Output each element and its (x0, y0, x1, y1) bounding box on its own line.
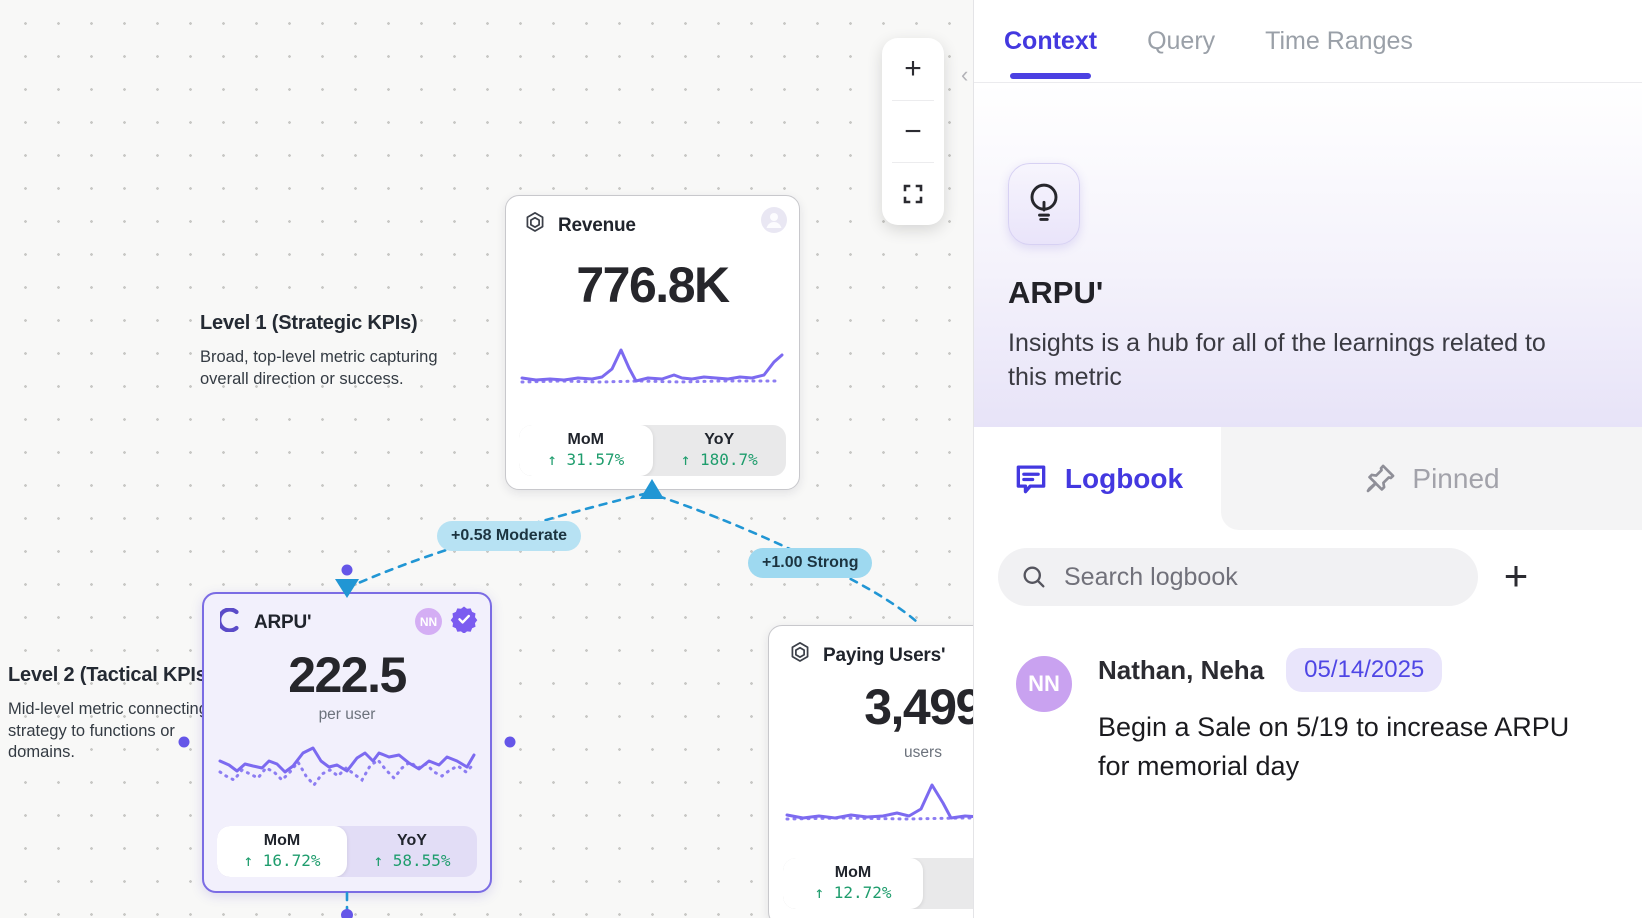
mom-value: ↑ 16.72% (243, 851, 321, 870)
metric-value: 776.8K (576, 257, 730, 313)
sparkline-chart (785, 783, 973, 821)
metric-context-header: ARPU' Insights is a hub for all of the l… (974, 83, 1642, 427)
search-logbook-input[interactable] (1064, 562, 1456, 592)
level2-annotation: Level 2 (Tactical KPIs) Mid-level metric… (8, 664, 220, 764)
mom-toggle[interactable]: MoM ↑ 31.57% (519, 425, 653, 476)
metric-unit: users (904, 744, 942, 761)
lightbulb-icon (1030, 183, 1058, 221)
tab-context[interactable]: Context (1004, 0, 1097, 82)
card-title: Paying Users' (823, 644, 946, 666)
logbook-toolbar: + (974, 530, 1642, 626)
tab-query[interactable]: Query (1147, 26, 1216, 55)
card-title: ARPU' (254, 611, 312, 633)
mom-toggle[interactable]: MoM ↑ 12.72% (783, 858, 923, 909)
verified-badge-icon (450, 605, 478, 638)
entry-avatar: NN (1016, 656, 1072, 712)
insight-icon-box (1008, 163, 1080, 245)
tab-pinned-label: Pinned (1412, 462, 1500, 494)
logbook-pinned-tabs: Logbook Pinned (974, 427, 1642, 530)
divider (892, 162, 934, 164)
mom-value: ↑ 12.72% (814, 883, 892, 902)
tab-logbook-label: Logbook (1064, 462, 1184, 494)
mom-label: MoM (567, 431, 604, 448)
mom-toggle[interactable]: MoM ↑ 16.72% (217, 826, 347, 877)
owner-avatar-icon (761, 207, 787, 238)
yoy-toggle[interactable]: YoY ↑ 58.55% (347, 826, 477, 877)
level1-annotation: Level 1 (Strategic KPIs) Broad, top-leve… (200, 312, 440, 390)
yoy-value: ↑ 180.7% (680, 450, 758, 469)
metric-value: 222.5 (288, 647, 407, 703)
logbook-comment-icon (1016, 464, 1046, 493)
level1-title: Level 1 (Strategic KPIs) (200, 312, 418, 334)
hexagon-metric-icon (787, 640, 813, 671)
metric-unit: per user (318, 706, 376, 723)
edge-label-strong[interactable]: +1.00 Strong (748, 548, 873, 578)
tab-logbook[interactable]: Logbook (974, 427, 1221, 530)
panel-metric-description: Insights is a hub for all of the learnin… (1008, 329, 1546, 391)
panel-collapse-handle[interactable]: ‹ (961, 62, 969, 87)
hexagon-metric-icon (522, 210, 548, 241)
logbook-entry[interactable]: NN Nathan, Neha 05/14/2025 Begin a Sale … (974, 626, 1642, 786)
mom-label: MoM (834, 864, 872, 881)
arpu-top-handle (341, 564, 353, 576)
logbook-search[interactable] (998, 548, 1478, 606)
fullscreen-icon (903, 184, 923, 204)
arpu-bottom-handle (341, 909, 353, 918)
edge-label-moderate[interactable]: +0.58 Moderate (437, 521, 582, 551)
sparkline-chart (520, 348, 784, 384)
yoy-label: YoY (397, 832, 427, 849)
entry-text: Begin a Sale on 5/19 to increase ARPU fo… (1098, 712, 1570, 781)
yoy-toggle[interactable]: YoY ↑ 180.7% (653, 425, 787, 476)
sparkline-chart (218, 746, 476, 788)
add-log-entry-button[interactable]: + (1488, 546, 1544, 606)
yoy-toggle[interactable] (923, 858, 973, 909)
collaborator-badge: NN (415, 608, 442, 635)
level2-title: Level 2 (Tactical KPIs) (8, 664, 214, 686)
tab-pinned[interactable]: Pinned (1221, 427, 1642, 530)
metric-card-paying-users[interactable]: Paying Users' 3,499 users MoM ↑ 12.72% (768, 625, 973, 918)
fit-view-button[interactable] (882, 163, 944, 225)
canvas-zoom-toolbar: + − (882, 38, 944, 225)
divider (892, 99, 934, 101)
level2-description: Mid-level metric connecting strategy to … (8, 700, 208, 761)
context-panel: Context Query Time Ranges ARPU' Insights… (973, 0, 1642, 918)
metric-card-revenue[interactable]: Revenue 776.8K MoM ↑ 31.57 (505, 195, 800, 490)
arpu-right-handle (504, 736, 516, 748)
tab-time-ranges[interactable]: Time Ranges (1265, 26, 1413, 55)
panel-metric-title: ARPU' (1008, 275, 1104, 310)
crescent-metric-icon (217, 607, 244, 637)
zoom-in-button[interactable]: + (882, 38, 944, 100)
pin-icon (1367, 464, 1395, 492)
search-icon (1023, 566, 1045, 588)
yoy-label: YoY (704, 431, 735, 448)
yoy-value: ↑ 58.55% (373, 851, 451, 870)
mom-value: ↑ 31.57% (547, 450, 625, 469)
metric-value: 3,499 (864, 679, 973, 735)
entry-author: Nathan, Neha (1098, 654, 1265, 685)
metric-card-arpu[interactable]: ARPU' NN 222.5 per user MoM (202, 592, 492, 893)
zoom-out-button[interactable]: − (882, 101, 944, 163)
level1-description: Broad, top-level metric capturing overal… (200, 348, 438, 388)
panel-tab-bar: Context Query Time Ranges (974, 0, 1642, 83)
mom-label: MoM (263, 832, 301, 849)
card-title: Revenue (558, 214, 636, 236)
metric-tree-canvas[interactable]: Level 1 (Strategic KPIs) Broad, top-leve… (0, 0, 973, 918)
entry-date-badge: 05/14/2025 (1286, 648, 1443, 692)
